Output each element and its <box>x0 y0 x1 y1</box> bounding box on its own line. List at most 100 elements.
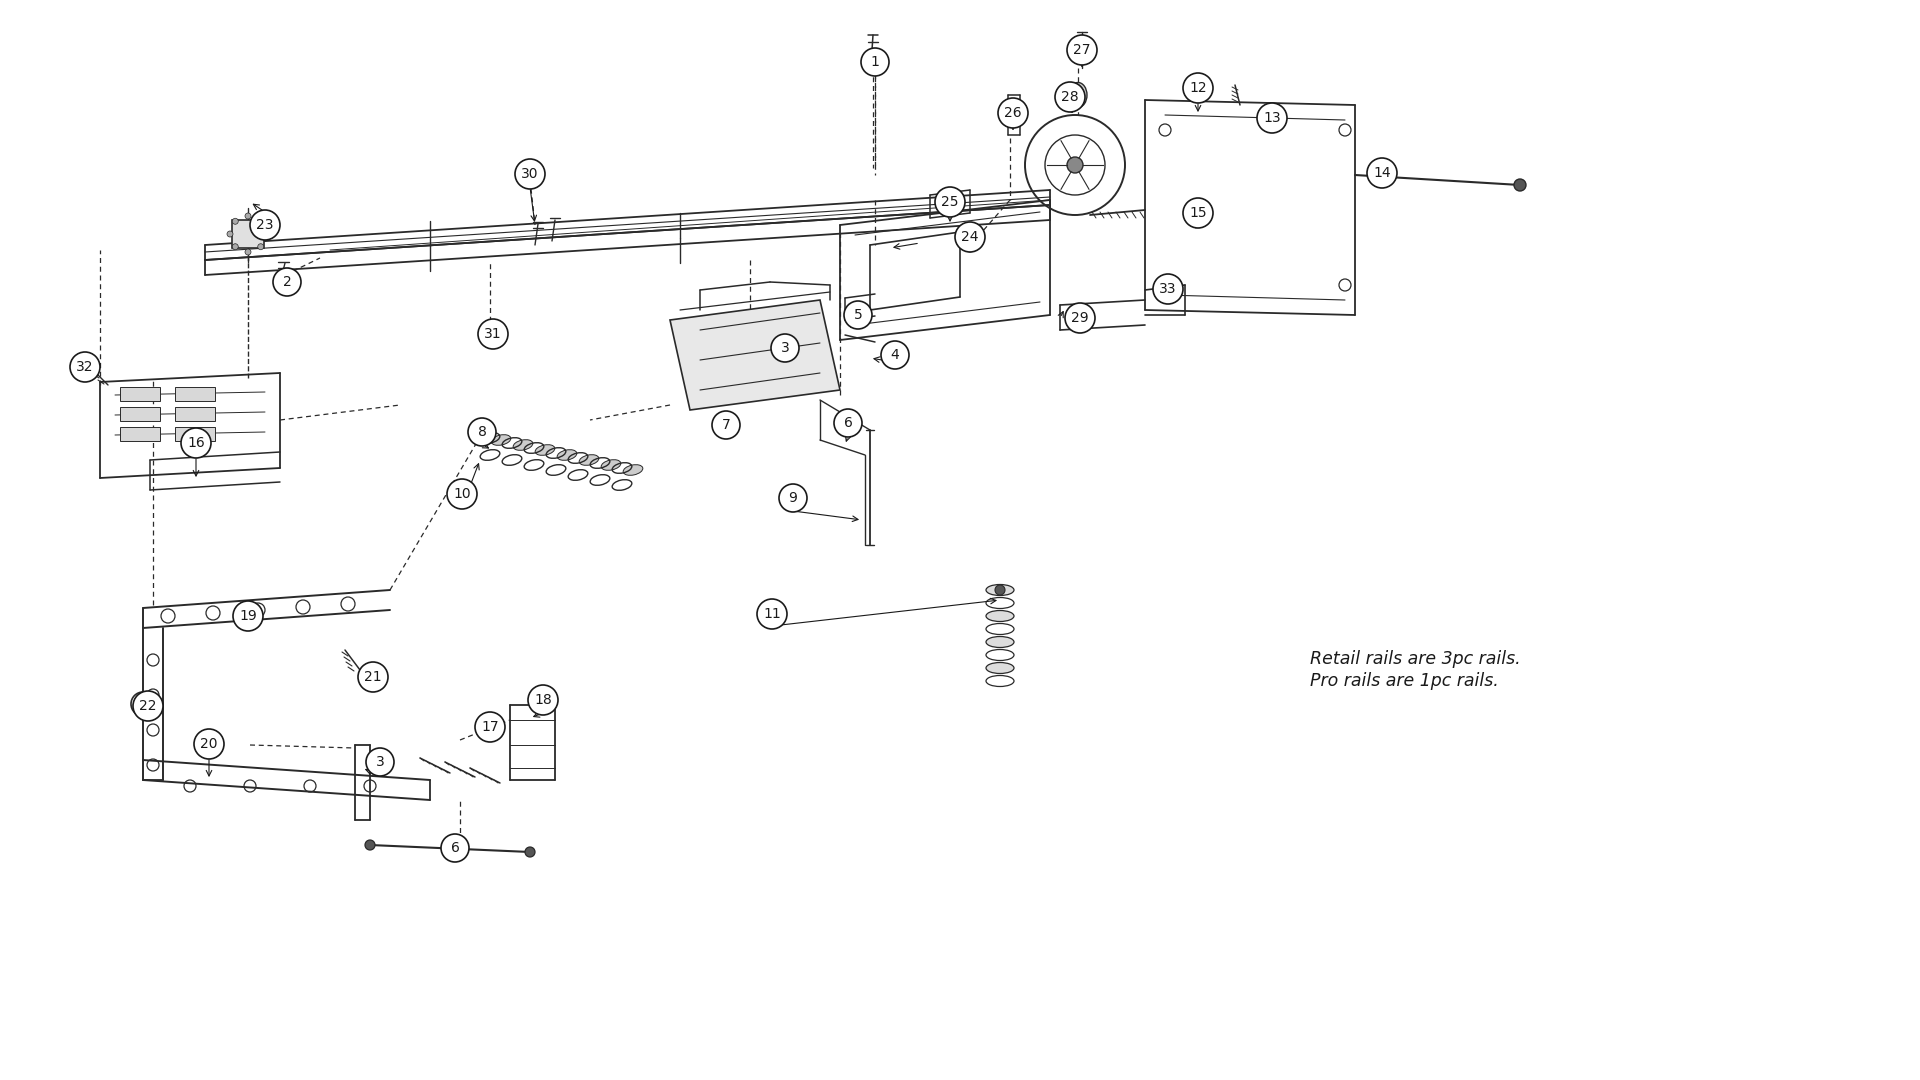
Circle shape <box>69 352 100 382</box>
Circle shape <box>845 301 872 329</box>
Text: 1: 1 <box>870 55 879 69</box>
Text: 13: 13 <box>1263 111 1281 125</box>
Ellipse shape <box>1071 86 1085 104</box>
Text: Pro rails are 1pc rails.: Pro rails are 1pc rails. <box>1309 672 1500 690</box>
Circle shape <box>772 334 799 362</box>
Ellipse shape <box>987 636 1014 648</box>
Text: 7: 7 <box>722 418 730 432</box>
Ellipse shape <box>492 434 511 445</box>
Circle shape <box>246 249 252 255</box>
Circle shape <box>246 213 252 219</box>
Circle shape <box>515 159 545 189</box>
Text: 29: 29 <box>1071 311 1089 325</box>
Circle shape <box>468 418 495 446</box>
Circle shape <box>528 685 559 715</box>
Text: 31: 31 <box>484 327 501 341</box>
Circle shape <box>1367 158 1398 188</box>
Text: 10: 10 <box>453 487 470 501</box>
Ellipse shape <box>536 445 555 456</box>
Text: 9: 9 <box>789 491 797 505</box>
Text: 30: 30 <box>520 167 540 181</box>
Circle shape <box>257 218 263 225</box>
Bar <box>232 220 265 248</box>
Ellipse shape <box>580 455 599 465</box>
Circle shape <box>136 698 150 710</box>
Ellipse shape <box>601 460 620 470</box>
Text: 28: 28 <box>1062 90 1079 104</box>
Circle shape <box>232 600 263 631</box>
Circle shape <box>365 840 374 850</box>
Circle shape <box>478 319 509 349</box>
Circle shape <box>367 748 394 777</box>
Circle shape <box>1066 303 1094 333</box>
Ellipse shape <box>987 662 1014 674</box>
Ellipse shape <box>987 610 1014 621</box>
Text: 20: 20 <box>200 737 217 751</box>
Ellipse shape <box>987 584 1014 595</box>
Circle shape <box>263 231 269 237</box>
Text: 11: 11 <box>762 607 781 621</box>
Circle shape <box>780 484 806 512</box>
Circle shape <box>227 231 232 237</box>
Bar <box>119 407 159 421</box>
Text: 3: 3 <box>376 755 384 769</box>
Circle shape <box>132 691 163 721</box>
Text: 32: 32 <box>77 360 94 374</box>
Circle shape <box>1183 198 1213 228</box>
Text: 23: 23 <box>255 218 275 232</box>
Circle shape <box>273 268 301 296</box>
Text: 16: 16 <box>186 436 205 450</box>
Bar <box>175 407 215 421</box>
Text: 2: 2 <box>282 275 292 289</box>
Text: 12: 12 <box>1188 81 1208 95</box>
Text: 33: 33 <box>1160 282 1177 296</box>
Text: 6: 6 <box>843 416 852 430</box>
Circle shape <box>1515 179 1526 191</box>
Circle shape <box>954 222 985 252</box>
Text: 24: 24 <box>962 230 979 244</box>
Circle shape <box>442 834 468 862</box>
Text: 22: 22 <box>140 699 157 713</box>
Text: Retail rails are 3pc rails.: Retail rails are 3pc rails. <box>1309 650 1521 669</box>
Ellipse shape <box>624 464 643 475</box>
Circle shape <box>860 48 889 76</box>
Text: 26: 26 <box>1004 106 1021 120</box>
Circle shape <box>1183 73 1213 103</box>
Circle shape <box>250 210 280 240</box>
Polygon shape <box>670 300 841 410</box>
Circle shape <box>357 662 388 692</box>
Circle shape <box>998 98 1027 129</box>
Circle shape <box>257 244 263 249</box>
Circle shape <box>232 244 238 249</box>
Circle shape <box>1068 35 1096 65</box>
Text: 6: 6 <box>451 841 459 855</box>
Text: 17: 17 <box>482 720 499 734</box>
Circle shape <box>935 187 966 217</box>
Bar <box>119 427 159 441</box>
Text: 21: 21 <box>365 670 382 684</box>
Text: 25: 25 <box>941 195 958 210</box>
Text: 3: 3 <box>781 341 789 355</box>
Bar <box>175 387 215 401</box>
Circle shape <box>1154 274 1183 303</box>
Text: 5: 5 <box>854 308 862 322</box>
Text: 4: 4 <box>891 348 899 362</box>
Text: 27: 27 <box>1073 43 1091 57</box>
Text: 14: 14 <box>1373 166 1390 180</box>
Text: 15: 15 <box>1188 206 1208 220</box>
Ellipse shape <box>557 449 576 460</box>
Circle shape <box>1068 157 1083 173</box>
Circle shape <box>180 428 211 458</box>
Text: 18: 18 <box>534 693 551 707</box>
Circle shape <box>194 729 225 759</box>
Bar <box>119 387 159 401</box>
Ellipse shape <box>513 440 534 450</box>
Circle shape <box>756 599 787 629</box>
Circle shape <box>1258 103 1286 133</box>
Circle shape <box>524 847 536 858</box>
Circle shape <box>995 585 1004 595</box>
Circle shape <box>833 409 862 437</box>
Circle shape <box>474 712 505 742</box>
Text: 19: 19 <box>240 609 257 623</box>
Text: 8: 8 <box>478 426 486 438</box>
